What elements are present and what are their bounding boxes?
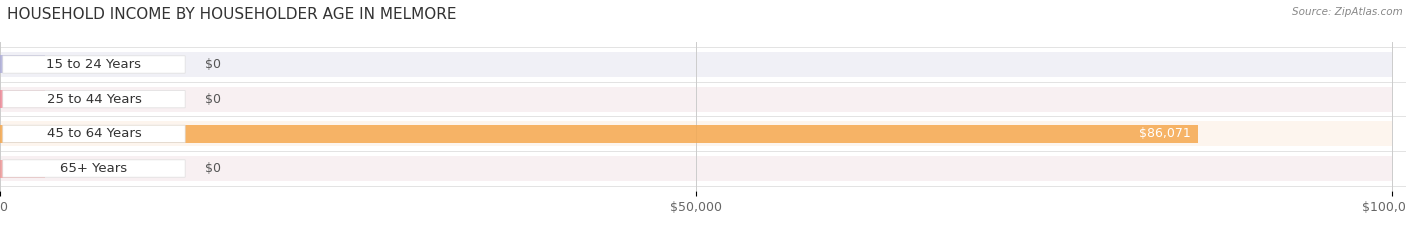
Bar <box>0 156 1392 181</box>
Bar <box>0 121 1392 146</box>
Text: $86,071: $86,071 <box>1139 127 1191 140</box>
Bar <box>0 125 1198 143</box>
FancyBboxPatch shape <box>3 125 186 143</box>
Text: 15 to 24 Years: 15 to 24 Years <box>46 58 142 71</box>
Text: $0: $0 <box>205 162 221 175</box>
Bar <box>0 90 45 108</box>
Bar <box>0 87 1392 112</box>
Bar <box>0 55 45 73</box>
Text: $0: $0 <box>205 93 221 106</box>
FancyBboxPatch shape <box>3 56 186 73</box>
Text: Source: ZipAtlas.com: Source: ZipAtlas.com <box>1292 7 1403 17</box>
Text: 45 to 64 Years: 45 to 64 Years <box>46 127 142 140</box>
FancyBboxPatch shape <box>3 90 186 108</box>
Bar <box>0 52 1392 77</box>
Text: 65+ Years: 65+ Years <box>60 162 128 175</box>
Text: $0: $0 <box>205 58 221 71</box>
Bar <box>0 160 45 178</box>
FancyBboxPatch shape <box>3 160 186 177</box>
Text: 25 to 44 Years: 25 to 44 Years <box>46 93 142 106</box>
Text: HOUSEHOLD INCOME BY HOUSEHOLDER AGE IN MELMORE: HOUSEHOLD INCOME BY HOUSEHOLDER AGE IN M… <box>7 7 457 22</box>
